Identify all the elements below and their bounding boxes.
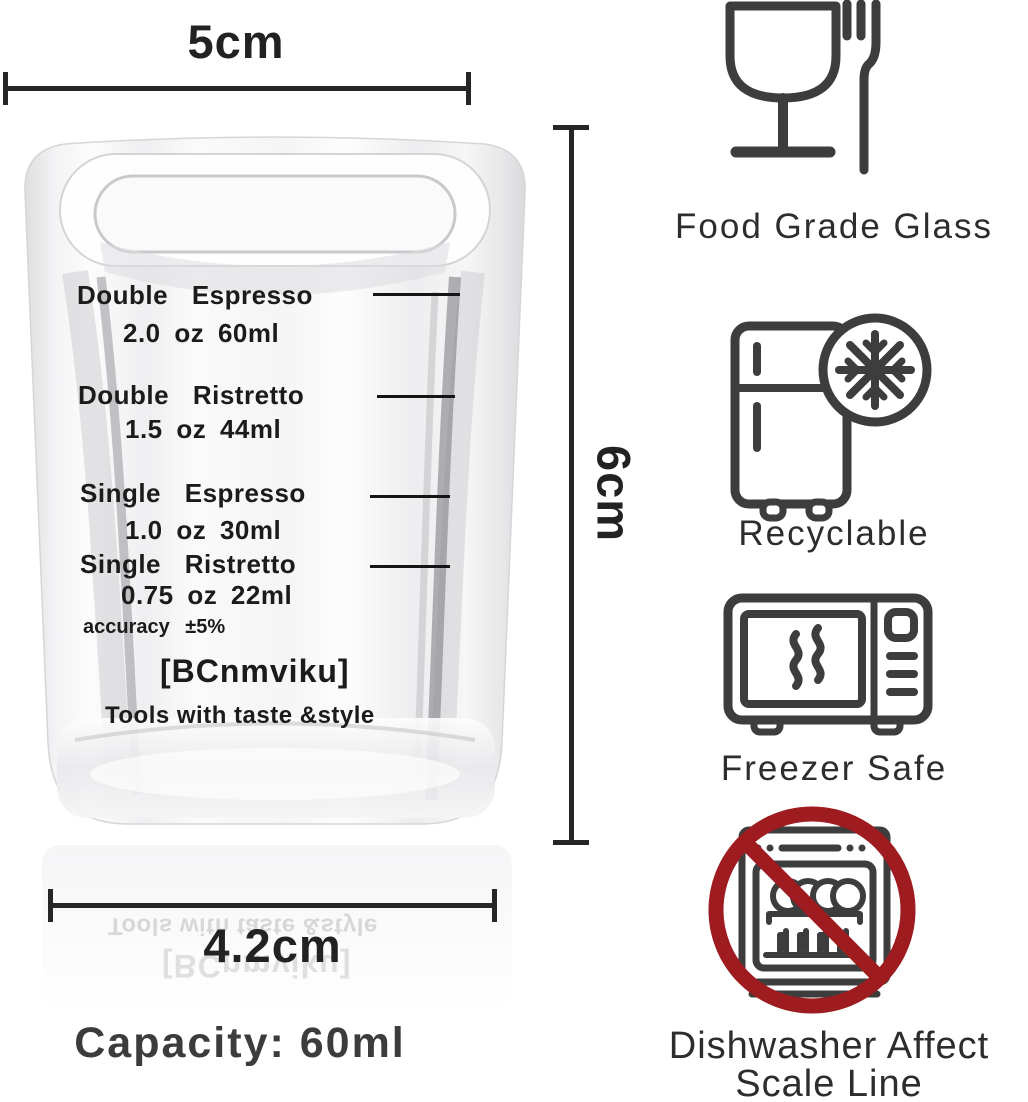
height-dimension-line bbox=[569, 125, 574, 845]
scale-tick-1 bbox=[373, 293, 460, 296]
fridge-snowflake-icon bbox=[723, 298, 935, 530]
scale-tick-4 bbox=[370, 565, 450, 568]
scale-row-3-value: 1.0 oz 30ml bbox=[125, 515, 282, 545]
tagline-text: Tools with taste &style bbox=[105, 702, 375, 729]
scale-tick-3 bbox=[370, 495, 450, 498]
food-safe-glass-fork-icon bbox=[724, 0, 899, 180]
brand-text: [BCnmviku] bbox=[160, 653, 350, 689]
bottom-width-right-cap bbox=[492, 889, 497, 922]
bottom-width-dimension-line bbox=[48, 903, 497, 908]
height-label: 6cm bbox=[587, 445, 641, 543]
feature-label-freezer-safe: Freezer Safe bbox=[720, 749, 948, 788]
shot-glass-photo bbox=[5, 122, 545, 844]
feature-label-dishwasher-line2: Scale Line bbox=[735, 1063, 923, 1102]
feature-label-food-grade: Food Grade Glass bbox=[675, 207, 993, 246]
glass-reflection bbox=[42, 845, 512, 1010]
top-width-label: 5cm bbox=[187, 15, 285, 68]
accuracy-text: accuracy ±5% bbox=[83, 616, 226, 638]
scale-row-1-name: Double Espresso bbox=[77, 280, 313, 310]
height-top-cap bbox=[553, 125, 589, 130]
scale-tick-2 bbox=[377, 395, 455, 398]
height-bottom-cap bbox=[553, 840, 589, 845]
scale-row-2-value: 1.5 oz 44ml bbox=[125, 414, 282, 444]
microwave-icon bbox=[722, 592, 937, 744]
capacity-label: Capacity: 60ml bbox=[74, 1019, 406, 1067]
top-width-left-cap bbox=[3, 72, 8, 105]
feature-label-dishwasher-line1: Dishwasher Affect bbox=[668, 1025, 990, 1067]
bottom-width-label: 4.2cm bbox=[203, 919, 342, 972]
shot-glass-illustration bbox=[24, 136, 526, 825]
no-dishwasher-icon bbox=[702, 800, 922, 1020]
scale-row-1-value: 2.0 oz 60ml bbox=[123, 318, 280, 348]
bottom-width-left-cap bbox=[48, 889, 53, 922]
scale-row-3-name: Single Espresso bbox=[80, 478, 306, 508]
scale-row-4-name: Single Ristretto bbox=[80, 549, 297, 579]
feature-label-recyclable: Recyclable bbox=[738, 514, 930, 553]
scale-row-4-value: 0.75 oz 22ml bbox=[121, 580, 293, 610]
top-width-dimension-line bbox=[3, 86, 471, 91]
scale-row-2-name: Double Ristretto bbox=[78, 380, 305, 410]
top-width-right-cap bbox=[466, 72, 471, 105]
